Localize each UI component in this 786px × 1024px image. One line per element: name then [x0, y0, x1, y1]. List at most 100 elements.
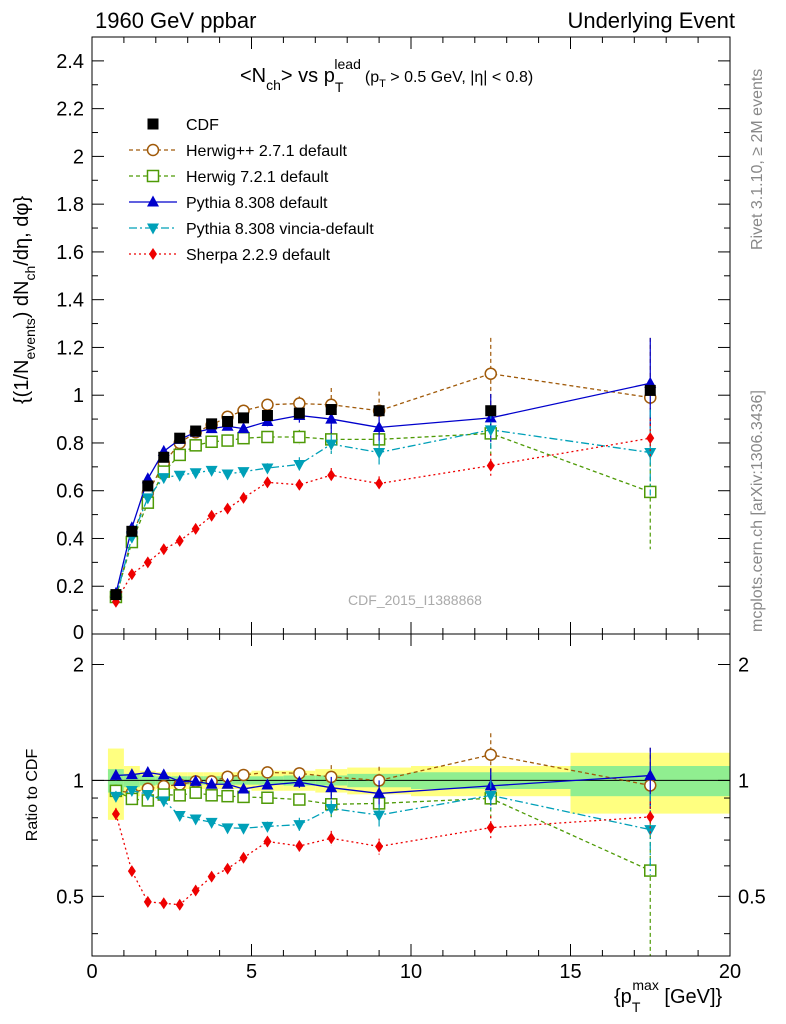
title-ch: ch: [266, 77, 281, 93]
series-point: [221, 469, 234, 481]
data-point: [126, 525, 138, 537]
ratio-point: [325, 781, 338, 793]
series-cdf: [110, 384, 656, 601]
main-panel: CDF_2015_I1388868 0.2 0.4 0.6 0.8 1 1.2 1.4 1.6…: [56, 36, 731, 644]
ratio-point: [189, 774, 202, 786]
series-point: [261, 463, 274, 475]
ratio-point: [223, 862, 232, 875]
ratio-point: [205, 817, 218, 829]
ratio-point: [173, 789, 186, 802]
legend-label: Herwig++ 2.7.1 default: [186, 143, 348, 160]
ratio-point: [189, 786, 202, 799]
series-line: [115, 432, 651, 598]
x-tick-label: 5: [246, 961, 257, 983]
series-5: [111, 419, 655, 608]
ratio-point: [484, 790, 497, 802]
series-line: [115, 429, 651, 599]
ratio-point: [173, 810, 186, 822]
series-point: [261, 398, 274, 412]
main-y-tick-label: 1.8: [56, 194, 84, 216]
x-tick-label: 10: [400, 961, 422, 983]
main-y-tick-label: 0.6: [56, 481, 84, 503]
data-point: [174, 432, 186, 444]
ratio-line: [115, 789, 651, 831]
data-point: [158, 451, 170, 463]
ratio-point: [175, 898, 184, 911]
legend-item: Sherpa 2.2.9 default: [129, 247, 331, 264]
ratio-point: [159, 897, 168, 910]
series-point: [484, 425, 497, 437]
ylabel-events: events: [22, 318, 38, 359]
ratio-point: [263, 835, 272, 848]
ratio-y-tick-label-left: 1: [73, 770, 84, 792]
main-y-tick-label: 2.2: [56, 99, 84, 121]
main-y-tick-label: 1.4: [56, 290, 84, 312]
data-point: [110, 589, 122, 601]
title-cut-rest: > 0.5 GeV, |η| < 0.8): [386, 69, 533, 86]
ratio-point: [141, 789, 154, 801]
ratio-point: [127, 865, 136, 878]
data-point: [238, 412, 250, 424]
ratio-point: [109, 791, 122, 803]
legend-label: Herwig 7.2.1 default: [186, 169, 329, 186]
series-point: [159, 543, 168, 556]
series-point: [646, 432, 655, 445]
legend-marker: [147, 223, 159, 235]
mcplots-label: mcplots.cern.ch [arXiv:1306.3436]: [749, 390, 766, 632]
legend-item: Herwig 7.2.1 default: [129, 169, 329, 186]
series-point: [325, 439, 338, 451]
main-y-tick-label: 2.4: [56, 51, 84, 73]
ratio-point: [125, 785, 138, 797]
title-vs: > vs p: [281, 65, 335, 87]
series-point: [205, 435, 218, 449]
data-point: [644, 384, 656, 396]
main-y-tick-label-zero: 0: [73, 622, 84, 644]
series-point: [293, 459, 306, 471]
legend-marker: [147, 195, 159, 207]
data-point: [206, 418, 218, 430]
ylabel-main: {(1/N: [11, 360, 33, 404]
main-y-tick-label: 1: [73, 385, 84, 407]
ratio-point: [293, 820, 306, 832]
header-left: 1960 GeV ppbar: [95, 8, 256, 33]
main-y-tick-label: 2: [73, 146, 84, 168]
series-point: [173, 448, 186, 462]
ratio-point: [261, 791, 274, 804]
ratio-y-tick-label-right: 2: [738, 654, 749, 676]
ratio-y-tick-label-right: 1: [738, 770, 749, 792]
ratio-point: [373, 786, 386, 798]
series-point: [207, 509, 216, 522]
series-point: [127, 568, 136, 581]
data-point: [325, 404, 337, 416]
legend-label: Pythia 8.308 default: [186, 195, 328, 212]
series-2: [109, 409, 657, 604]
xlabel-max: max: [632, 977, 658, 993]
ratio-point: [327, 832, 336, 845]
title-main: <N: [240, 65, 266, 87]
ratio-point: [109, 768, 122, 780]
series-point: [175, 534, 184, 547]
xlabel-close: [GeV]}: [659, 986, 723, 1008]
rivet-label: Rivet 3.1.10, ≥ 2M events: [749, 69, 766, 250]
ratio-point: [644, 825, 657, 837]
ratio-y-tick-label-left: 2: [73, 654, 84, 676]
legend-marker: [149, 248, 157, 260]
ratio-y-tick-label-right: 0.5: [738, 886, 766, 908]
ratio-point: [646, 810, 655, 823]
legend-item: Pythia 8.308 vincia-default: [129, 221, 374, 238]
ratio-point: [141, 766, 154, 778]
ratio-point: [295, 839, 304, 852]
ratio-point: [325, 803, 338, 815]
series-point: [239, 491, 248, 504]
ylabel-ch: ch: [22, 266, 38, 281]
xlabel-T: T: [632, 999, 641, 1015]
series-point: [205, 465, 218, 477]
legend-item: CDF: [147, 117, 219, 134]
series-point: [191, 522, 200, 535]
series-point: [237, 422, 250, 434]
ratio-point: [486, 821, 495, 834]
legend-marker: [146, 143, 160, 157]
legend-label: Pythia 8.308 vincia-default: [186, 221, 374, 238]
ratio-point: [191, 884, 200, 897]
